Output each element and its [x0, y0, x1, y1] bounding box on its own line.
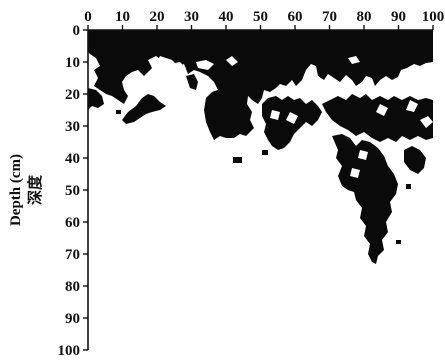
y-tick-label: 90 [65, 311, 80, 327]
stain-right-edge [404, 146, 426, 174]
unstained-patch [392, 80, 410, 92]
y-axis-ticks: 0 10 20 30 40 50 60 70 80 90 100 [58, 23, 88, 359]
x-tick-label: 20 [150, 9, 165, 25]
unstained-patch [348, 56, 360, 64]
unstained-patch [358, 150, 368, 160]
x-tick-label: 10 [115, 9, 130, 25]
y-tick-label: 50 [65, 183, 80, 199]
y-axis-title-cn: 深度 [26, 174, 44, 205]
unstained-patch [170, 62, 186, 72]
y-tick-label: 40 [65, 151, 80, 167]
stain-main-band [88, 30, 433, 140]
stain-blob-b [186, 74, 198, 90]
y-tick-label: 0 [73, 23, 81, 39]
stain-speck [396, 240, 401, 244]
stain-left-lobe [88, 88, 104, 110]
x-tick-label: 90 [391, 9, 406, 25]
x-tick-label: 100 [422, 9, 445, 25]
y-axis-title: Depth (cm) [8, 154, 24, 226]
stain-speck [406, 184, 411, 189]
stain-deep-finger [332, 134, 398, 264]
unstained-patch [148, 56, 162, 68]
x-tick-label: 60 [288, 9, 303, 25]
y-tick-label: 100 [58, 343, 81, 359]
unstained-patches [148, 56, 433, 178]
x-axis-ticks: 0 10 20 30 40 50 60 70 80 90 100 [84, 9, 444, 30]
unstained-patch [420, 116, 433, 128]
stain-blob-a [122, 94, 166, 124]
stain-far-right [322, 94, 433, 142]
unstained-patch [286, 112, 298, 124]
stain-speck [262, 150, 268, 155]
unstained-patch [226, 56, 238, 66]
y-tick-label: 80 [65, 279, 80, 295]
x-tick-label: 50 [253, 9, 268, 25]
stain-speck [116, 110, 121, 114]
stain-speck [233, 157, 242, 163]
y-tick-label: 70 [65, 247, 80, 263]
unstained-patch [350, 168, 360, 178]
unstained-patch [270, 110, 280, 120]
x-tick-label: 70 [322, 9, 337, 25]
unstained-patch [196, 60, 214, 70]
y-tick-label: 20 [65, 87, 80, 103]
dye-stain-pattern [88, 30, 433, 264]
y-tick-label: 60 [65, 215, 80, 231]
y-tick-label: 10 [65, 55, 80, 71]
x-tick-label: 0 [84, 9, 92, 25]
x-tick-label: 40 [219, 9, 234, 25]
unstained-patch [406, 100, 418, 112]
y-tick-label: 30 [65, 119, 80, 135]
x-tick-label: 80 [357, 9, 372, 25]
unstained-patch [376, 104, 388, 116]
x-tick-label: 30 [184, 9, 199, 25]
